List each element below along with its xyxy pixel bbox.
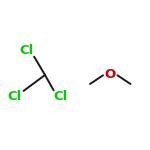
Text: Cl: Cl xyxy=(53,90,67,102)
Text: Cl: Cl xyxy=(8,90,22,102)
Text: O: O xyxy=(105,69,116,81)
Text: Cl: Cl xyxy=(20,45,34,57)
